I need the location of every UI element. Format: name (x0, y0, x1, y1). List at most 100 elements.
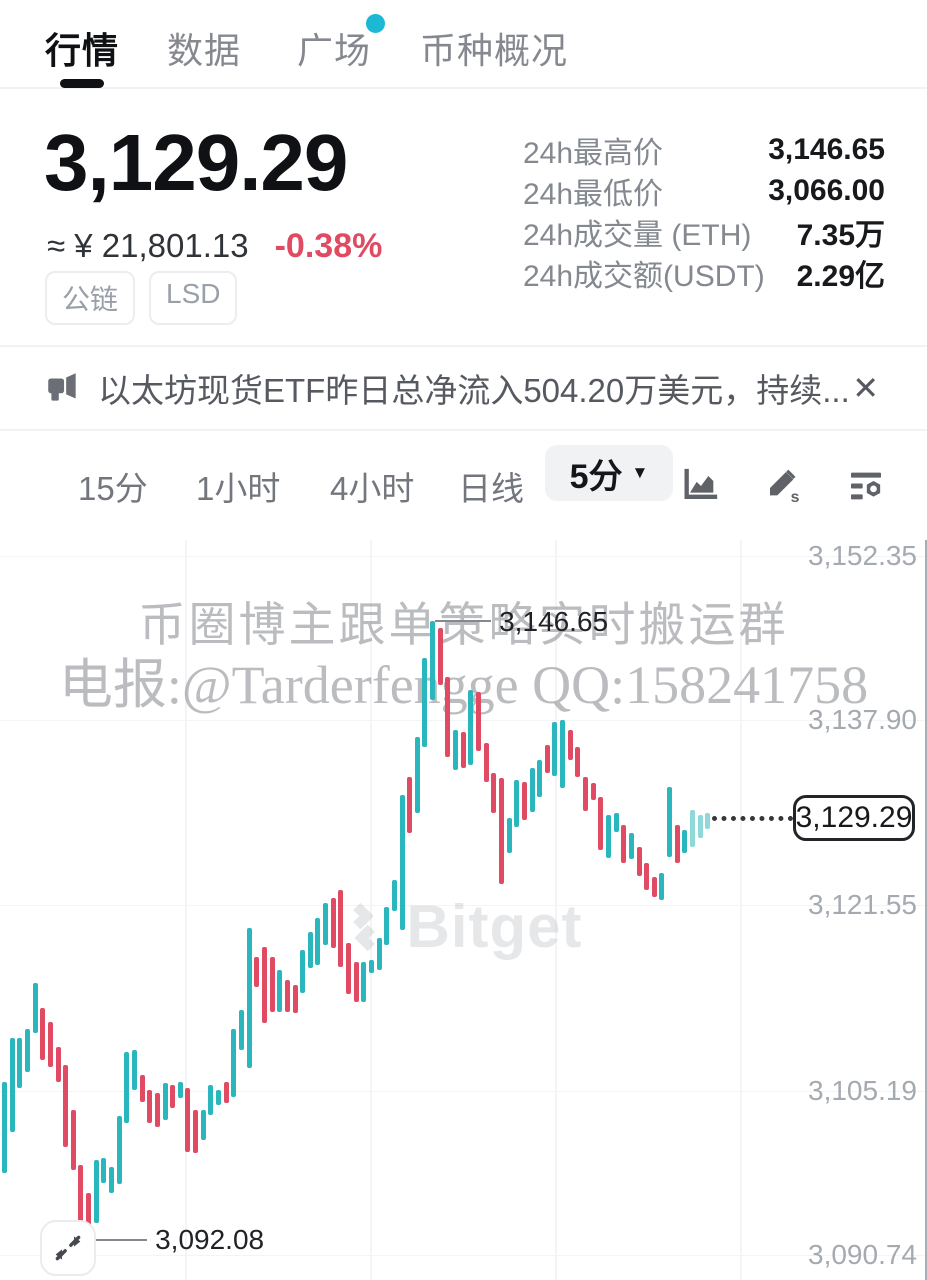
candle (560, 719, 566, 788)
change-percent: -0.38% (274, 227, 383, 265)
tab-quotes[interactable]: 行情 (45, 30, 120, 71)
candle (269, 957, 275, 1012)
candle (414, 736, 420, 813)
candle (292, 985, 298, 1013)
candle (17, 1037, 23, 1088)
tab-data[interactable]: 数据 (167, 30, 242, 71)
candle (407, 776, 413, 834)
stat-value: 2.29亿 (796, 259, 885, 293)
close-icon[interactable]: ✕ (852, 370, 879, 406)
y-axis-label: 3,090.74 (808, 1239, 917, 1270)
price-header: 3,129.29 ≈ ¥ 21,801.13 -0.38% 公链 LSD 24h… (0, 89, 927, 345)
y-axis-label: 3,105.19 (808, 1075, 917, 1107)
watermark-line1: 币圈博主跟单策略实时搬运群 (138, 600, 789, 652)
candle (170, 1085, 176, 1108)
vertical-gridline (370, 540, 372, 1280)
high-annotation-label: 3,146.65 (499, 605, 609, 637)
draw-icon[interactable]: s (764, 466, 804, 506)
candle (491, 773, 497, 813)
candle (216, 1089, 222, 1105)
candle (705, 812, 711, 829)
stat-row-low: 24h最低价 3,066.00 (523, 174, 885, 211)
candle (300, 950, 306, 994)
announcement-bar[interactable]: 以太坊现货ETF昨日总净流入504.20万美元，持续... ✕ (0, 345, 927, 431)
y-axis-label: 3,137.90 (808, 703, 917, 735)
candle (460, 732, 466, 768)
low-annotation-label: 3,092.08 (155, 1223, 265, 1255)
stat-label: 24h成交量 (ETH) (523, 218, 752, 252)
timeframe-4h[interactable]: 4小时 (330, 469, 415, 507)
candle (315, 918, 321, 965)
timeframe-1d[interactable]: 日线 (458, 469, 524, 507)
top-nav: 行情 数据 广场 币种概况 (0, 0, 927, 89)
tag-lsd[interactable]: LSD (149, 271, 238, 325)
tag-public-chain[interactable]: 公链 (45, 271, 136, 325)
candle (24, 1028, 30, 1072)
horizontal-gridline (0, 556, 927, 557)
stat-label: 24h最低价 (523, 177, 664, 211)
stat-row-high: 24h最高价 3,146.65 (523, 132, 885, 170)
vertical-gridline (555, 540, 557, 1280)
fullscreen-button[interactable] (40, 1220, 96, 1276)
y-axis-label: 3,121.55 (808, 889, 917, 921)
candle (537, 759, 543, 798)
stat-value: 7.35万 (796, 218, 885, 252)
candle (430, 620, 436, 700)
candle (468, 690, 474, 766)
candle (453, 730, 459, 770)
candle (422, 657, 428, 748)
timeframe-15m[interactable]: 15分 (78, 469, 148, 507)
candle (346, 943, 352, 995)
candle (323, 902, 329, 945)
candle (93, 1160, 99, 1223)
price-axis-edge (925, 540, 927, 1280)
candle (682, 829, 688, 853)
stat-value: 3,146.65 (768, 132, 885, 166)
horizontal-gridline (0, 719, 927, 721)
candle (330, 898, 336, 948)
low-annotation-line (91, 1238, 148, 1241)
candle (131, 1050, 137, 1090)
candle (483, 742, 489, 783)
tab-square[interactable]: 广场 (297, 30, 372, 71)
candle (147, 1089, 153, 1123)
stat-row-volume: 24h成交量 (ETH) 7.35万 (523, 215, 885, 252)
candle (529, 767, 535, 812)
stat-label: 24h成交额(USDT) (523, 259, 765, 293)
tab-coin-overview[interactable]: 币种概况 (420, 30, 569, 71)
interval-dropdown[interactable]: 5分 ▼ (545, 445, 673, 501)
candle (475, 691, 481, 751)
horizontal-gridline (0, 1091, 927, 1093)
chart-style-icon[interactable] (680, 466, 720, 506)
bitget-logo-icon (352, 902, 375, 951)
candle (697, 815, 703, 838)
candle (445, 676, 451, 758)
candle (261, 946, 267, 1023)
candle (55, 1046, 61, 1082)
candle (2, 1081, 7, 1173)
candle (238, 1010, 244, 1051)
megaphone-icon (48, 373, 76, 401)
candle (552, 722, 558, 776)
timeframe-1h[interactable]: 1小时 (196, 469, 281, 507)
candle (621, 825, 627, 863)
candle (307, 932, 313, 969)
candle (613, 812, 619, 833)
candle (86, 1193, 92, 1240)
candle (208, 1085, 214, 1115)
chart-area[interactable]: 币圈博主跟单策略实时搬运群 电报:@Tarderfengge QQ:158241… (0, 540, 927, 1280)
candle (521, 782, 527, 820)
candle (636, 847, 642, 877)
indicator-settings-icon[interactable] (846, 466, 886, 506)
candle (628, 833, 634, 860)
brand-watermark: Bitget (335, 892, 583, 961)
fiat-price: ≈ ¥ 21,801.13 (47, 227, 249, 264)
candle (506, 817, 512, 853)
candle (575, 747, 581, 777)
candle (674, 825, 680, 863)
candle (498, 777, 504, 885)
candle (162, 1083, 168, 1121)
candle (544, 744, 550, 774)
candle (109, 1166, 115, 1194)
